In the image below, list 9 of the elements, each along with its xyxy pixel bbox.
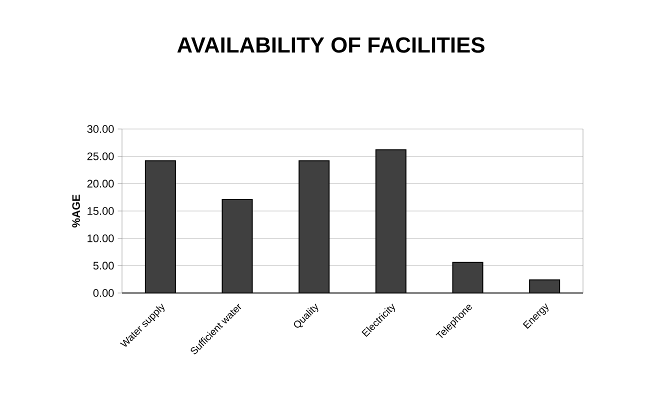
- y-tick-label: 5.00: [93, 262, 114, 270]
- y-tick-label: 20.00: [87, 180, 114, 188]
- chart-title: AVAILABILITY OF FACILITIES: [177, 37, 484, 53]
- y-tick-label: 15.00: [88, 207, 114, 215]
- y-axis-title: %AGE: [72, 194, 80, 228]
- y-tick-label: 0.00: [93, 289, 114, 297]
- y-tick-label: 10.00: [88, 234, 114, 242]
- y-tick-label: 25.00: [87, 152, 114, 160]
- y-tick-label: 30.00: [87, 125, 114, 133]
